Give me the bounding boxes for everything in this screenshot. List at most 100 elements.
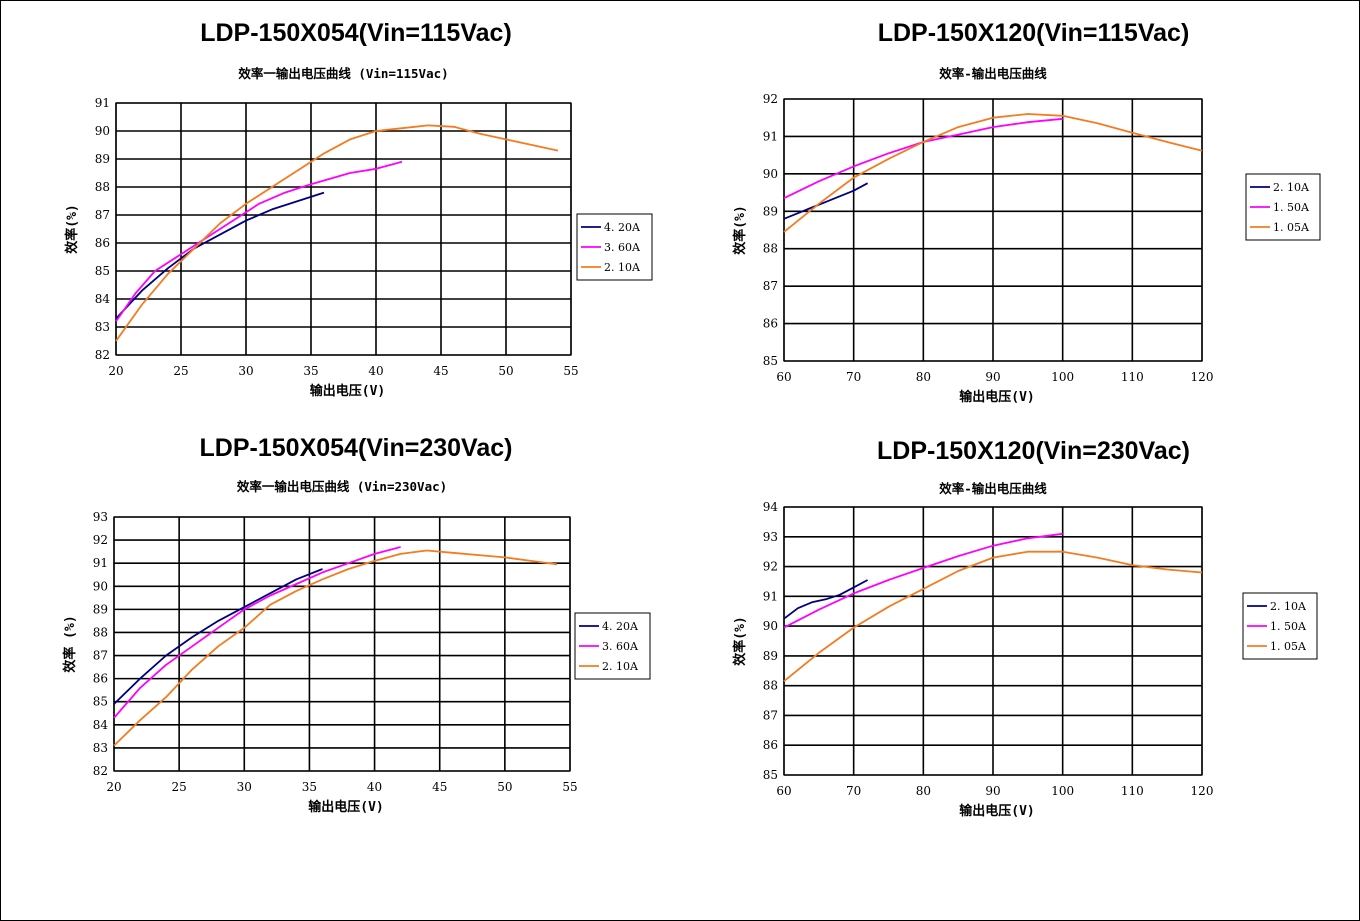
y-tick-label: 84	[95, 292, 111, 306]
legend-label: 2. 10A	[1273, 181, 1310, 194]
panel-ldp-150x054-230vac: LDP-150X054(Vin=230Vac) 效率一输出电压曲线 (Vin=2…	[61, 431, 651, 831]
y-tick-label: 86	[763, 317, 778, 331]
y-tick-label: 91	[93, 556, 108, 570]
efficiency-chart: 效率-输出电压曲线 85 86 87 88 89 90 91 92 60 70 80 90 100 110 1…	[732, 66, 1321, 405]
y-tick-label: 88	[93, 625, 108, 639]
y-tick-label: 94	[763, 500, 779, 514]
y-tick-label: 90	[93, 579, 108, 593]
series-line-1.50A	[783, 532, 1063, 629]
legend-label: 2. 10A	[604, 261, 641, 274]
y-tick-label: 92	[763, 560, 778, 574]
y-tick-label: 87	[95, 208, 110, 222]
legend-label: 2. 10A	[1270, 600, 1307, 613]
x-tick-label: 70	[846, 370, 861, 384]
series-line-1.05A	[783, 113, 1203, 233]
x-axis-label: 输出电压(V)	[308, 799, 383, 815]
y-axis-label: 效率 (%)	[62, 615, 78, 672]
series-line-2.10A	[115, 124, 559, 342]
y-tick-label: 93	[93, 510, 108, 524]
y-tick-label: 86	[95, 236, 110, 250]
y-tick-label: 88	[95, 180, 110, 194]
x-axis-label: 输出电压(V)	[959, 389, 1034, 405]
x-tick-label: 50	[498, 364, 513, 378]
x-tick-label: 55	[562, 780, 577, 794]
legend-label: 3. 60A	[604, 241, 641, 254]
x-tick-label: 120	[1191, 370, 1214, 384]
x-tick-label: 20	[106, 780, 121, 794]
legend-label: 1. 05A	[1270, 640, 1307, 653]
y-tick-label: 91	[95, 96, 110, 110]
x-tick-label: 90	[985, 370, 1000, 384]
legend-label: 4. 20A	[602, 620, 639, 633]
chart-title: 效率一输出电压曲线 (Vin=230Vac)	[237, 479, 447, 494]
y-tick-label: 85	[763, 354, 778, 368]
series-line-4.20A	[113, 568, 323, 705]
y-tick-label: 88	[763, 679, 778, 693]
x-tick-label: 120	[1191, 784, 1214, 798]
x-tick-label: 110	[1121, 784, 1144, 798]
y-tick-label: 90	[95, 124, 110, 138]
panel-ldp-150x120-230vac: LDP-150X120(Vin=230Vac) 效率-输出电压曲线 85 86 87 8…	[731, 434, 1336, 834]
efficiency-chart: 效率一输出电压曲线 (Vin=115Vac) 82 83 84 85 86 87 88 89 90…	[64, 66, 653, 399]
y-tick-label: 90	[763, 167, 778, 181]
y-tick-label: 87	[763, 279, 778, 293]
y-tick-label: 85	[763, 768, 778, 782]
x-tick-label: 50	[497, 780, 512, 794]
y-tick-label: 92	[763, 92, 778, 106]
y-axis-label: 效率(%)	[732, 205, 748, 254]
y-tick-label: 91	[763, 129, 778, 143]
x-tick-label: 100	[1051, 370, 1074, 384]
x-tick-label: 110	[1121, 370, 1144, 384]
y-tick-label: 88	[763, 242, 778, 256]
y-tick-label: 93	[763, 530, 778, 544]
x-tick-label: 100	[1051, 784, 1074, 798]
panel-title: LDP-150X054(Vin=230Vac)	[199, 434, 513, 462]
x-tick-label: 35	[302, 780, 317, 794]
y-tick-label: 89	[93, 602, 108, 616]
y-axis-label: 效率(%)	[64, 204, 80, 253]
panel-ldp-150x054-115vac: LDP-150X054(Vin=115Vac) 效率一输出电压曲线 (Vin=1…	[61, 16, 653, 416]
y-tick-label: 87	[93, 649, 108, 663]
panel-title: LDP-150X120(Vin=115Vac)	[877, 19, 1190, 47]
panel-ldp-150x120-115vac: LDP-150X120(Vin=115Vac) 效率-输出电压曲线 85 86 87 8…	[731, 16, 1336, 416]
legend-label: 3. 60A	[602, 640, 639, 653]
panel-title: LDP-150X120(Vin=230Vac)	[877, 437, 1190, 465]
x-tick-label: 45	[432, 780, 447, 794]
y-tick-label: 87	[763, 708, 778, 722]
legend-label: 2. 10A	[602, 660, 639, 673]
y-axis-label: 效率(%)	[732, 616, 748, 665]
y-tick-label: 89	[763, 649, 778, 663]
x-tick-label: 55	[563, 364, 578, 378]
x-tick-label: 45	[433, 364, 448, 378]
y-tick-label: 89	[95, 152, 110, 166]
x-axis-label: 输出电压(V)	[959, 803, 1034, 819]
y-tick-label: 83	[95, 320, 110, 334]
x-tick-label: 35	[303, 364, 318, 378]
y-tick-label: 90	[763, 619, 778, 633]
efficiency-chart: 效率-输出电压曲线 85 86 87 88 89 90 91 92 93 94 60 70 80 90 100…	[732, 481, 1318, 819]
series-line-2.10A	[113, 549, 558, 747]
plot-area	[115, 102, 572, 356]
y-tick-label: 86	[93, 672, 108, 686]
x-tick-label: 25	[173, 364, 188, 378]
series-line-4.20A	[115, 191, 325, 320]
series-line-2.10A	[783, 182, 869, 220]
x-tick-label: 30	[238, 364, 253, 378]
x-tick-label: 80	[916, 370, 931, 384]
y-tick-label: 84	[93, 718, 109, 732]
x-tick-label: 25	[172, 780, 187, 794]
x-tick-label: 40	[368, 364, 383, 378]
x-tick-label: 30	[237, 780, 252, 794]
legend-label: 1. 05A	[1273, 221, 1310, 234]
chart-title: 效率一输出电压曲线 (Vin=115Vac)	[238, 66, 448, 81]
x-tick-label: 80	[916, 784, 931, 798]
series-line-3.60A	[113, 546, 401, 719]
series-line-3.60A	[115, 160, 403, 322]
legend-label: 4. 20A	[604, 221, 641, 234]
x-tick-label: 90	[985, 784, 1000, 798]
x-tick-label: 40	[367, 780, 382, 794]
efficiency-chart: 效率一输出电压曲线 (Vin=230Vac) 82 83 84 85 86 87 88 89 90…	[62, 479, 651, 815]
panel-title: LDP-150X054(Vin=115Vac)	[200, 19, 512, 47]
x-axis-label: 输出电压(V)	[310, 383, 385, 399]
